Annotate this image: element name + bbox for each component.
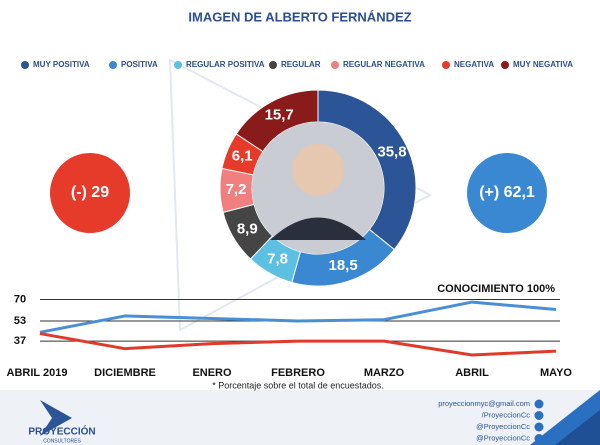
legend-label: MUY NEGATIVA <box>513 60 573 69</box>
x-tick-label: MAYO <box>540 367 572 379</box>
contact-icon <box>534 411 544 420</box>
slice-label: 7,2 <box>226 181 247 198</box>
logo-mark <box>40 400 72 436</box>
series-line <box>39 332 557 357</box>
slice-label: 35,8 <box>377 144 406 161</box>
contact-icon <box>534 434 544 443</box>
photo-suit <box>270 217 366 240</box>
contact-icon <box>534 422 544 432</box>
contact: @ProyeccionCc <box>476 422 530 431</box>
brand-sub: CONSULTORES <box>43 438 81 444</box>
legend-label: REGULAR POSITIVA <box>186 60 265 69</box>
legend-label: REGULAR <box>281 60 321 69</box>
badge-label: (+) 62,1 <box>479 184 535 201</box>
legend-label: REGULAR NEGATIVA <box>343 60 425 69</box>
legend-swatch <box>269 61 277 69</box>
x-tick-label: MARZO <box>364 367 405 379</box>
slice-label: 15,7 <box>265 107 294 124</box>
legend-swatch <box>174 61 182 69</box>
x-tick-label: ENERO <box>192 367 232 379</box>
contact: proyeccionmyc@gmail.com <box>438 399 530 408</box>
slice-label: 7,8 <box>267 250 288 267</box>
badge <box>50 153 130 233</box>
footer-decor <box>555 410 600 445</box>
legend-swatch <box>501 61 509 69</box>
x-tick-label: DICIEMBRE <box>94 367 156 379</box>
legend-label: POSITIVA <box>121 60 158 69</box>
x-tick-label: FEBRERO <box>271 367 325 379</box>
y-tick-label: 37 <box>14 335 26 347</box>
title: IMAGEN DE ALBERTO FERNÁNDEZ <box>188 9 411 24</box>
note: * Porcentaje sobre el total de encuestad… <box>212 380 384 390</box>
x-tick-label: ABRIL <box>455 367 489 379</box>
contact: /ProyeccionCc <box>482 410 531 419</box>
legend-swatch <box>109 61 117 69</box>
brand: PROYECCIÓN <box>28 425 95 438</box>
slice-label: 8,9 <box>237 220 258 237</box>
photo-face <box>292 144 344 196</box>
badge <box>467 153 547 233</box>
series-line <box>39 300 557 334</box>
legend-swatch <box>442 61 450 69</box>
footer-band <box>0 390 600 445</box>
x-tick-label: ABRIL 2019 <box>7 367 68 379</box>
badge-label: (-) 29 <box>71 184 109 201</box>
legend-label: NEGATIVA <box>454 60 494 69</box>
annotation: CONOCIMIENTO 100% <box>437 283 555 295</box>
y-tick-label: 70 <box>14 293 26 305</box>
contact: @ProyeccionCc <box>476 433 530 442</box>
contact-icon <box>534 399 544 409</box>
slice-label: 6,1 <box>232 148 253 165</box>
slice-label: 18,5 <box>328 257 357 274</box>
legend-label: MUY POSITIVA <box>33 60 90 69</box>
legend-swatch <box>21 61 29 69</box>
legend-swatch <box>331 61 339 69</box>
y-tick-label: 53 <box>14 315 26 327</box>
